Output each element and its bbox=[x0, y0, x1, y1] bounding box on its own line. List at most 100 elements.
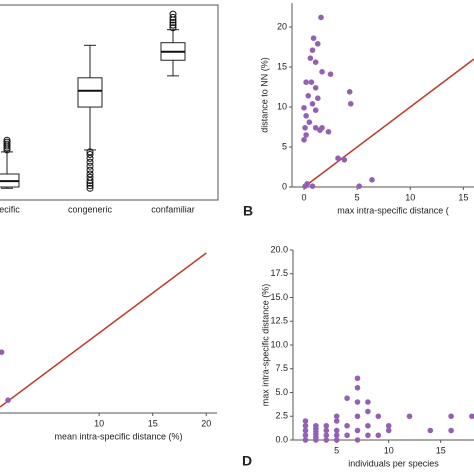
point bbox=[304, 181, 310, 187]
point bbox=[302, 125, 308, 131]
y-tick-label: 10 bbox=[277, 101, 287, 111]
point bbox=[303, 113, 309, 119]
y-tick-label: 7.5 bbox=[275, 363, 288, 373]
point bbox=[333, 413, 340, 420]
point bbox=[5, 397, 11, 404]
point bbox=[385, 422, 392, 429]
x-tick-label: 5 bbox=[334, 445, 339, 455]
point bbox=[301, 137, 307, 143]
point bbox=[354, 375, 361, 382]
point bbox=[305, 93, 312, 99]
point bbox=[323, 437, 330, 443]
outlier bbox=[86, 148, 94, 156]
outlier bbox=[169, 19, 177, 27]
panel-label: B bbox=[243, 203, 253, 219]
y-tick-label: 15.0 bbox=[270, 292, 288, 302]
point bbox=[335, 155, 341, 161]
outlier bbox=[86, 162, 94, 170]
point bbox=[344, 422, 350, 429]
x-tick-label: 15 bbox=[148, 418, 158, 428]
x-tick-label: 10 bbox=[384, 445, 394, 455]
point bbox=[448, 413, 454, 420]
point bbox=[327, 71, 334, 77]
x-tick-label: 15 bbox=[458, 192, 468, 202]
point bbox=[302, 427, 309, 434]
outlier bbox=[86, 173, 94, 181]
point bbox=[309, 47, 316, 53]
point bbox=[301, 105, 307, 111]
y-tick-label: 12.5 bbox=[270, 316, 288, 326]
x-tick-label: pecific bbox=[0, 204, 20, 214]
point bbox=[344, 395, 350, 402]
outlier bbox=[86, 182, 94, 190]
point bbox=[317, 127, 323, 133]
point bbox=[341, 157, 348, 163]
point bbox=[312, 107, 319, 113]
outlier bbox=[169, 13, 177, 21]
point bbox=[309, 183, 316, 189]
point bbox=[323, 427, 330, 434]
point bbox=[315, 95, 321, 101]
diagonal-line bbox=[303, 58, 474, 188]
point bbox=[318, 14, 324, 21]
point bbox=[354, 427, 361, 434]
point bbox=[369, 177, 375, 183]
plot-frame bbox=[0, 4, 219, 201]
y-tick-label: 20.0 bbox=[270, 244, 288, 254]
x-tick-label: 20 bbox=[201, 418, 211, 428]
point bbox=[306, 119, 313, 125]
point bbox=[309, 101, 316, 107]
point bbox=[313, 422, 319, 429]
point bbox=[312, 85, 319, 91]
point bbox=[365, 408, 371, 415]
outlier bbox=[169, 10, 177, 18]
y-tick-label: 5 bbox=[282, 141, 287, 151]
point bbox=[469, 413, 474, 420]
point bbox=[385, 427, 392, 434]
outlier bbox=[3, 136, 11, 144]
y-axis-label: distance to NN (%) bbox=[259, 57, 269, 133]
point bbox=[344, 432, 350, 439]
point bbox=[333, 437, 340, 443]
outlier bbox=[86, 184, 94, 192]
point bbox=[323, 432, 330, 439]
outlier bbox=[86, 166, 94, 174]
point bbox=[333, 432, 340, 439]
point bbox=[302, 432, 309, 439]
point bbox=[325, 129, 332, 135]
x-tick-label: congeneric bbox=[68, 204, 113, 214]
point bbox=[310, 35, 317, 41]
x-tick-label: 10 bbox=[405, 192, 415, 202]
point bbox=[302, 422, 309, 429]
point bbox=[375, 413, 382, 420]
point bbox=[354, 399, 361, 405]
point bbox=[365, 432, 371, 439]
x-axis-label: max intra-specific distance ( bbox=[337, 205, 449, 215]
x-tick-label: 5 bbox=[355, 192, 360, 202]
point bbox=[333, 418, 340, 424]
point bbox=[303, 132, 309, 138]
x-axis-label: individuals per species bbox=[348, 458, 439, 468]
point bbox=[323, 422, 330, 429]
x-tick-label: 15 bbox=[436, 445, 446, 455]
point bbox=[308, 79, 315, 85]
x-axis-label: mean intra-specific distance (%) bbox=[54, 431, 182, 441]
y-tick-label: 15 bbox=[277, 61, 287, 71]
outlier bbox=[86, 151, 94, 158]
point bbox=[356, 183, 363, 189]
y-tick-label: 20 bbox=[277, 21, 287, 31]
point bbox=[312, 59, 319, 65]
point bbox=[312, 125, 319, 131]
point bbox=[365, 422, 371, 429]
point bbox=[315, 41, 321, 47]
outlier bbox=[3, 138, 11, 146]
y-axis-label: max intra-specific distance (%) bbox=[260, 284, 270, 407]
point bbox=[365, 399, 371, 405]
point bbox=[448, 427, 454, 434]
outlier bbox=[169, 21, 177, 29]
outlier bbox=[169, 24, 177, 32]
y-tick-label: 5.0 bbox=[275, 387, 288, 397]
point bbox=[302, 418, 309, 424]
